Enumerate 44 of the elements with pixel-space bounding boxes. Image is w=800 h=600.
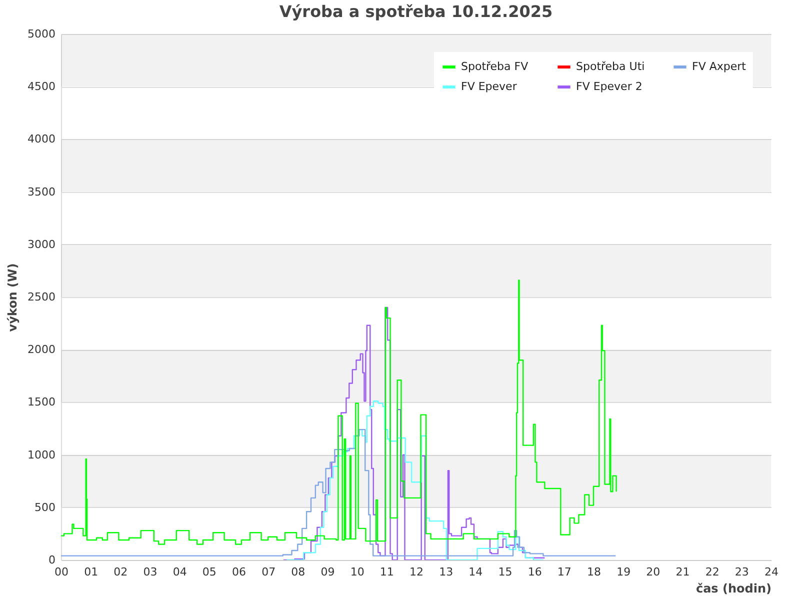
legend-label: FV Axpert (692, 60, 747, 73)
x-tick-label: 00 (54, 566, 68, 578)
y-tick-label: 1500 (28, 396, 56, 409)
x-tick-label: 10 (350, 566, 364, 578)
x-tick-label: 07 (262, 566, 276, 578)
y-tick-label: 2000 (28, 343, 56, 356)
x-tick-label: 06 (232, 566, 246, 578)
legend-label: Spotřeba FV (461, 60, 529, 73)
y-tick-label: 1000 (28, 448, 56, 462)
x-tick-label: 24 (764, 566, 778, 578)
x-tick-label: 09 (320, 566, 335, 578)
x-tick-label: 16 (528, 566, 542, 578)
y-tick-label: 4000 (28, 132, 56, 146)
legend-label: FV Epever 2 (576, 80, 642, 93)
x-axis-title: čas (hodin) (696, 582, 772, 596)
y-tick-label: 0 (48, 554, 56, 566)
x-tick-label: 08 (291, 566, 306, 578)
x-tick-label: 15 (498, 566, 512, 578)
x-tick-label: 23 (734, 566, 749, 578)
y-tick-label: 3500 (28, 185, 56, 198)
x-tick-label: 04 (172, 566, 187, 578)
x-tick-label: 21 (676, 566, 690, 578)
x-tick-label: 22 (705, 566, 720, 578)
x-tick-label: 14 (468, 566, 483, 578)
x-tick-label: 02 (114, 566, 128, 578)
y-axis-title: výkon (W) (6, 263, 20, 332)
x-tick-label: 03 (143, 566, 158, 578)
x-tick-label: 05 (202, 566, 216, 578)
x-tick-label: 18 (587, 566, 601, 578)
x-tick-label: 17 (557, 566, 572, 578)
x-tick-label: 01 (84, 566, 98, 578)
y-tick-label: 500 (34, 500, 56, 514)
legend-label: FV Epever (461, 80, 518, 93)
chart-title: Výroba a spotřeba 10.12.2025 (279, 2, 553, 21)
x-tick-label: 20 (646, 566, 660, 578)
x-tick-label: 12 (410, 566, 424, 578)
y-tick-label: 2500 (28, 290, 56, 304)
y-tick-label: 3000 (28, 238, 56, 251)
x-tick-label: 11 (380, 566, 394, 578)
y-tick-label: 4500 (28, 80, 56, 94)
x-tick-label: 13 (439, 566, 454, 578)
y-tick-label: 5000 (28, 28, 56, 40)
legend-label: Spotřeba Uti (576, 60, 645, 73)
x-tick-label: 19 (616, 566, 631, 578)
